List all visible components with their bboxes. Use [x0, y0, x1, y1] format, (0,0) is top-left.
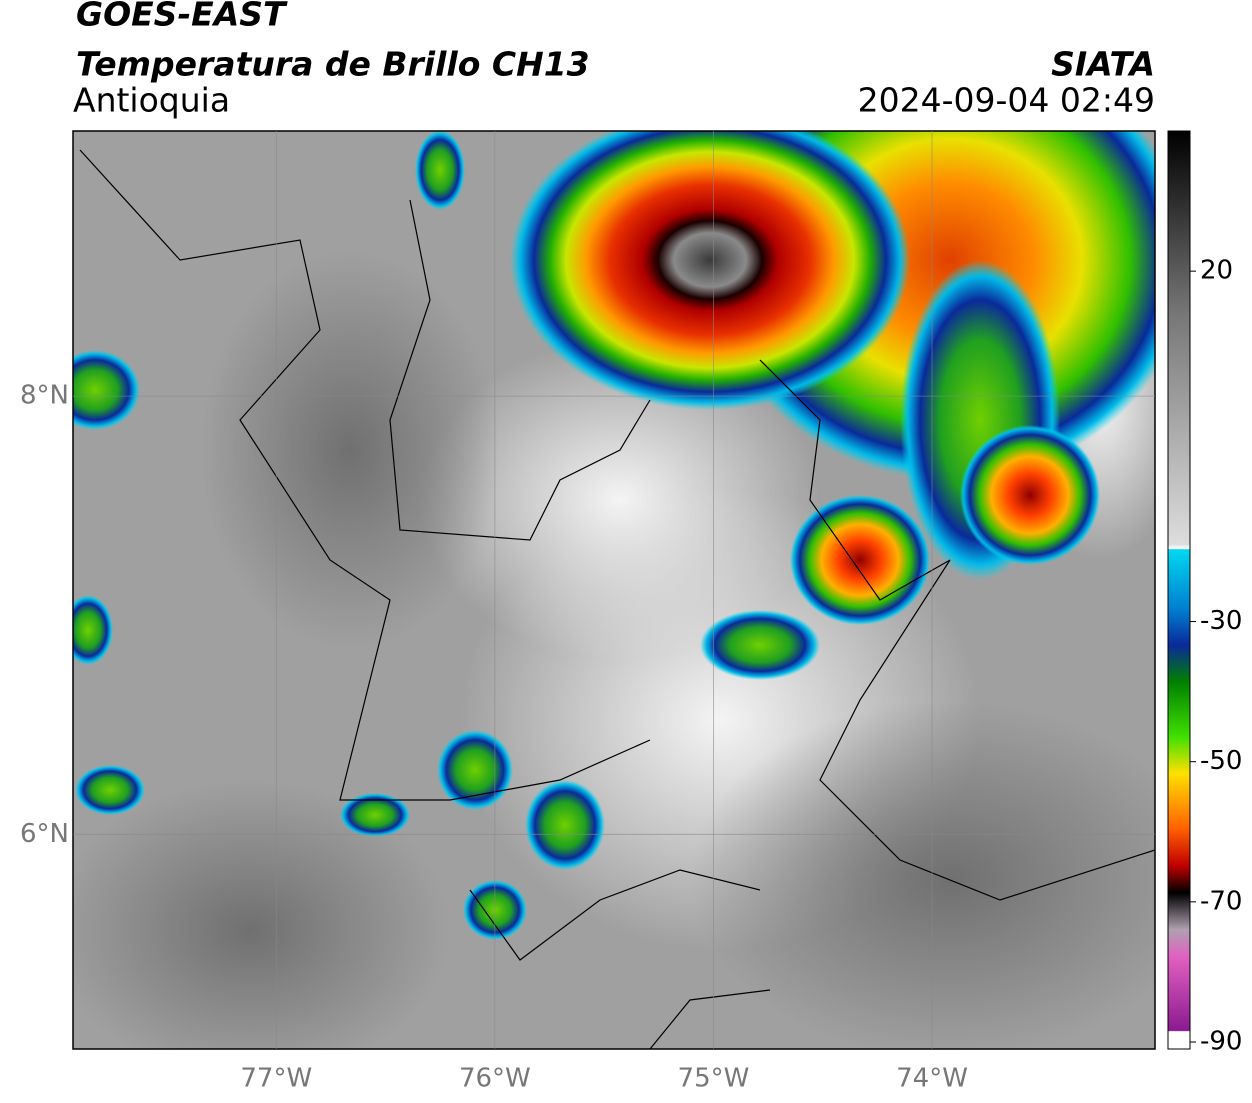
datetime: 2024-09-04 02:49: [858, 81, 1155, 120]
source: SIATA: [1051, 45, 1155, 84]
colorbar-tick-label: -50: [1200, 746, 1242, 776]
subtitle: Temperatura de Brillo CH13: [76, 45, 590, 84]
colorbar-tick-label: -90: [1200, 1026, 1242, 1056]
colorbar: [1167, 130, 1191, 1050]
x-tick-label: 77°W: [240, 1064, 312, 1094]
y-tick-label: 8°N: [20, 381, 69, 411]
title: GOES-EAST: [76, 0, 288, 34]
colorbar-tick-label: -30: [1200, 606, 1242, 636]
y-tick-label: 6°N: [20, 819, 69, 849]
x-tick-label: 75°W: [678, 1064, 750, 1094]
map-frame: [72, 130, 1156, 1050]
x-tick-label: 76°W: [459, 1064, 531, 1094]
region: Antioquia: [73, 81, 230, 120]
colorbar-tick-label: -70: [1200, 886, 1242, 916]
imagery: [73, 131, 1155, 1049]
x-tick-label: 74°W: [896, 1064, 968, 1094]
colorbar-tick-label: 20: [1200, 256, 1233, 286]
